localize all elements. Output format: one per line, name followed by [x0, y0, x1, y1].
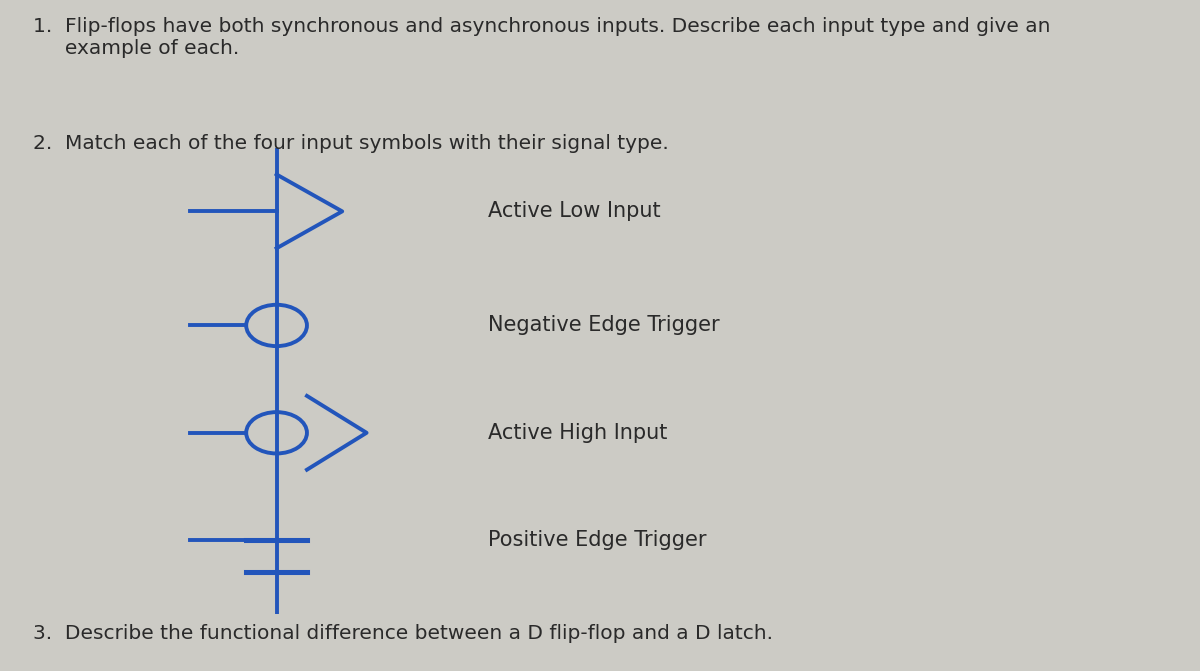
Text: 2.  Match each of the four input symbols with their signal type.: 2. Match each of the four input symbols …: [32, 134, 668, 153]
Text: Active High Input: Active High Input: [488, 423, 667, 443]
Text: Positive Edge Trigger: Positive Edge Trigger: [488, 530, 707, 550]
Text: 3.  Describe the functional difference between a D flip-flop and a D latch.: 3. Describe the functional difference be…: [32, 624, 773, 643]
Text: 1.  Flip-flops have both synchronous and asynchronous inputs. Describe each inpu: 1. Flip-flops have both synchronous and …: [32, 17, 1050, 58]
Text: Negative Edge Trigger: Negative Edge Trigger: [488, 315, 720, 336]
Text: Active Low Input: Active Low Input: [488, 201, 661, 221]
